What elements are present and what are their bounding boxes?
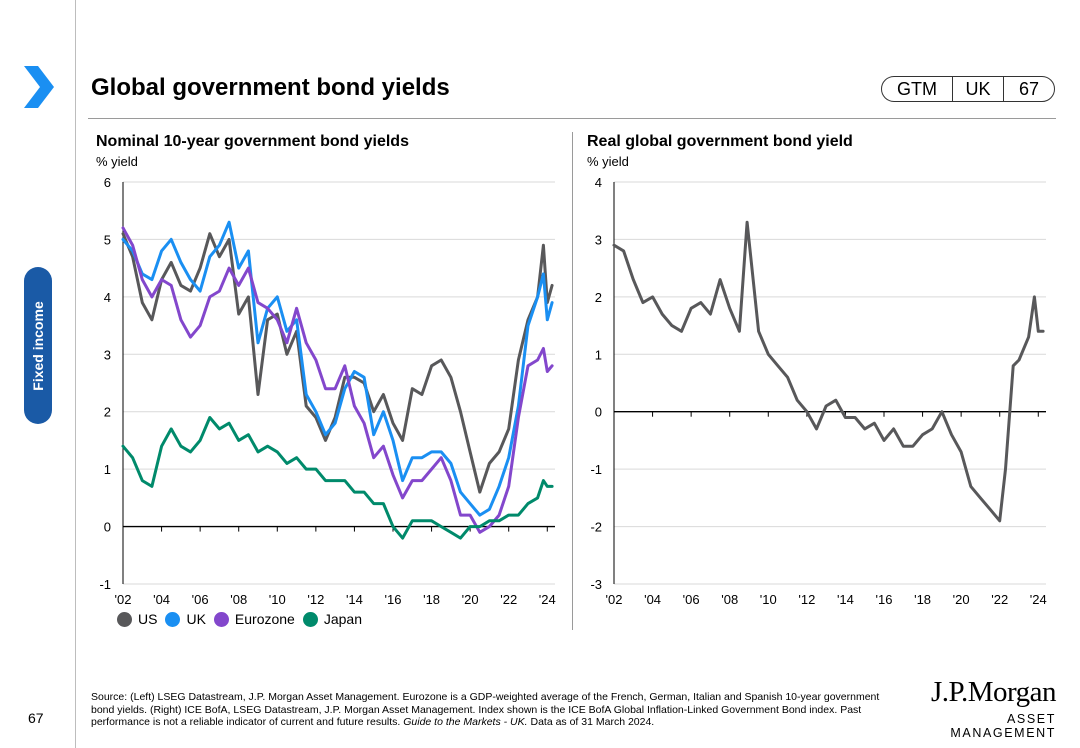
chart0-ytick-label: 0: [104, 520, 111, 535]
chart1-xtick-label: '04: [644, 592, 661, 607]
chart1-xtick-label: '06: [683, 592, 700, 607]
chart0-ytick-label: 4: [104, 290, 111, 305]
chart0-xtick-label: '08: [230, 592, 247, 607]
sidebar-divider: [75, 0, 76, 748]
right-chart-title: Real global government bond yield: [587, 133, 853, 150]
logo-wordmark: J.P.Morgan: [931, 676, 1057, 708]
chart1-xtick-label: '12: [798, 592, 815, 607]
gtm-badge: GTM UK 67: [881, 76, 1055, 102]
chart1-xtick-label: '10: [760, 592, 777, 607]
chart0-xtick-label: '20: [462, 592, 479, 607]
title-divider: [88, 118, 1056, 119]
chart0-series-eurozone: [121, 226, 554, 534]
badge-gtm: GTM: [897, 78, 937, 99]
chart1-xtick-label: '22: [991, 592, 1008, 607]
chart1-xtick-label: '18: [914, 592, 931, 607]
chart0-xtick-label: '22: [500, 592, 517, 607]
legend-item-japan: Japan: [302, 611, 362, 627]
chart0-xtick-label: '12: [307, 592, 324, 607]
logo-subtitle: ASSET MANAGEMENT: [950, 712, 1056, 740]
legend-dot-us: [117, 611, 132, 627]
chart0-ytick-label: 5: [104, 232, 111, 247]
chart0-xtick-label: '06: [192, 592, 209, 607]
legend-label-eurozone: Eurozone: [234, 611, 295, 627]
legend-dot-uk: [165, 611, 181, 627]
chart0-xtick-label: '14: [346, 592, 363, 607]
chart0-ytick-label: 1: [104, 462, 111, 477]
chart0-series-japan: [121, 416, 554, 540]
source-main: Source: (Left) LSEG Datastream, J.P. Mor…: [91, 691, 880, 728]
legend-item-us: US: [117, 611, 157, 627]
left-chart-title: Nominal 10-year government bond yields: [96, 133, 409, 150]
chart1-xtick-label: '20: [953, 592, 970, 607]
left-chart-ylabel: % yield: [96, 154, 138, 169]
chart1-ytick-label: 0: [595, 405, 602, 420]
chart0-ytick-label: 2: [104, 405, 111, 420]
chart0-ytick-label: 6: [104, 175, 111, 190]
chart1-ytick-label: -3: [590, 577, 602, 592]
source-date: Data as of 31 March 2024.: [530, 716, 655, 728]
chart1-xtick-label: '24: [1030, 592, 1047, 607]
legend-label-japan: Japan: [323, 611, 362, 627]
chart1-ytick-label: 2: [595, 290, 602, 305]
section-tab[interactable]: Fixed income: [24, 267, 52, 424]
legend-item-uk: UK: [165, 611, 206, 627]
chart-divider: [572, 132, 573, 630]
chevron-right-icon: [24, 66, 54, 108]
source-note: Source: (Left) LSEG Datastream, J.P. Mor…: [91, 691, 891, 729]
chart0-xtick-label: '02: [115, 592, 132, 607]
jpmorgan-logo: J.P.Morgan ASSET MANAGEMENT: [908, 676, 1057, 740]
legend-item-eurozone: Eurozone: [213, 611, 295, 627]
chart1-series-real-global-government-bond-yield: [612, 220, 1045, 523]
chart1-xtick-label: '08: [721, 592, 738, 607]
chart1-xtick-label: '16: [876, 592, 893, 607]
legend-label-uk: UK: [186, 611, 206, 627]
right-chart-ylabel: % yield: [587, 154, 629, 169]
chart1-xtick-label: '14: [837, 592, 854, 607]
chart0-series-uk: [121, 220, 554, 517]
chart0-xtick-label: '10: [269, 592, 286, 607]
chart0-ytick-label: -1: [99, 577, 111, 592]
badge-region: UK: [952, 77, 1003, 101]
chart0-xtick-label: '04: [153, 592, 170, 607]
chart0-xtick-label: '16: [385, 592, 402, 607]
legend-dot-eurozone: [213, 611, 229, 627]
chart-legend: US UK Eurozone Japan: [117, 611, 370, 627]
chart1-ytick-label: -2: [590, 520, 602, 535]
chart1-ytick-label: 4: [595, 175, 602, 190]
chart0-xtick-label: '18: [423, 592, 440, 607]
chart1-ytick-label: 3: [595, 232, 602, 247]
page-title: Global government bond yields: [91, 74, 450, 101]
chart0-series-us: [121, 232, 554, 494]
badge-page: 67: [1003, 77, 1054, 101]
chart0-xtick-label: '24: [539, 592, 556, 607]
chart0-ytick-label: 3: [104, 347, 111, 362]
page-number: 67: [28, 710, 44, 726]
source-guide: Guide to the Markets - UK.: [403, 716, 528, 728]
chart1-xtick-label: '02: [606, 592, 623, 607]
legend-dot-japan: [302, 611, 318, 627]
legend-label-us: US: [138, 611, 158, 627]
chart1-ytick-label: 1: [595, 347, 602, 362]
chart1-ytick-label: -1: [590, 462, 602, 477]
